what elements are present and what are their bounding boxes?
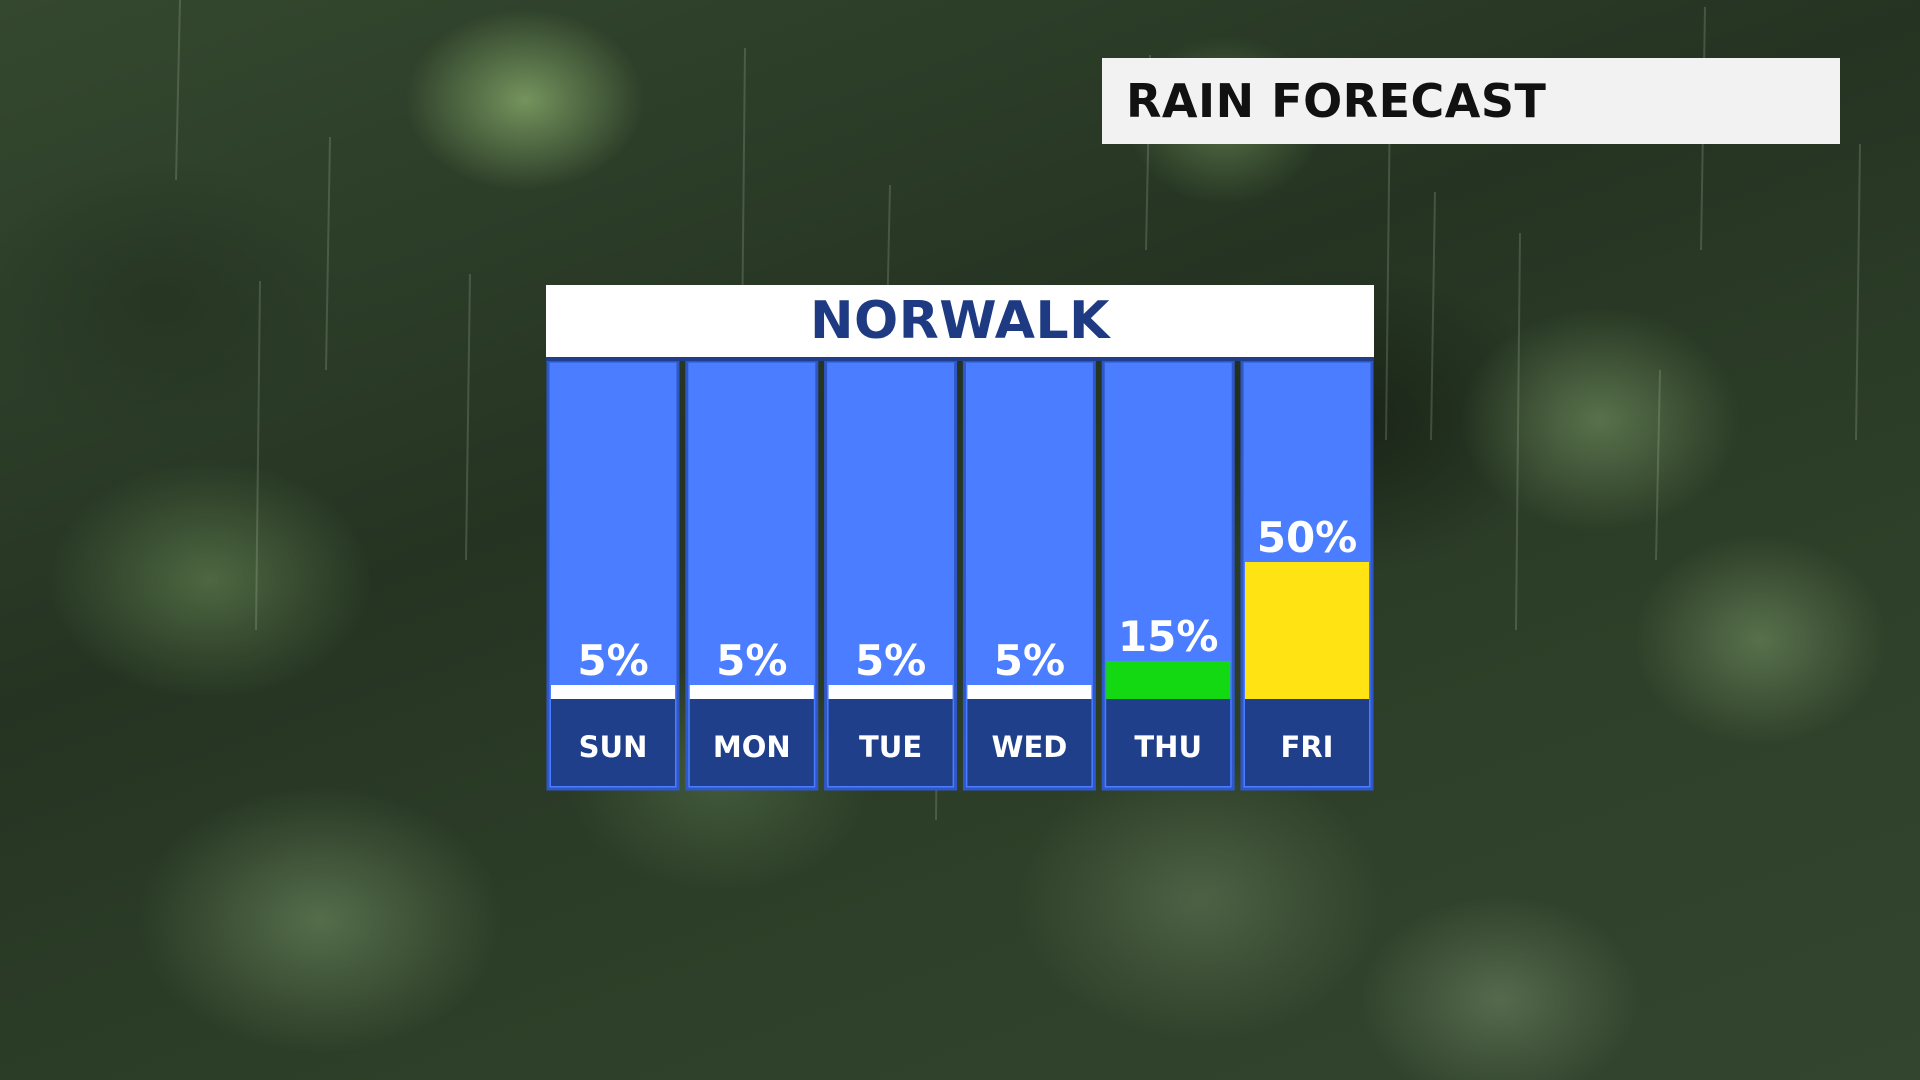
day-label-sun: SUN xyxy=(579,730,648,764)
bar-mon xyxy=(689,685,814,699)
rain-streak xyxy=(1385,95,1391,441)
rain-forecast-title: RAIN FORECAST xyxy=(1126,74,1547,128)
value-label-thu: 15% xyxy=(1118,612,1219,661)
bar-wed xyxy=(967,685,1092,699)
rain-streak xyxy=(1515,232,1521,631)
bar-fri xyxy=(1245,562,1369,699)
day-label-fri: FRI xyxy=(1281,730,1334,764)
value-label-sun: 5% xyxy=(577,636,648,685)
day-label-tue: TUE xyxy=(859,730,922,764)
forecast-panel: NORWALK 5% SUN 5% MON 5% TUE 5% WED 15% THU 50% FRI xyxy=(546,285,1374,793)
value-label-tue: 5% xyxy=(855,636,926,685)
rain-streak xyxy=(325,136,331,371)
day-label-mon: MON xyxy=(713,730,791,764)
bar-sun xyxy=(551,685,675,699)
day-label-bg-fri xyxy=(1245,699,1369,786)
rain-streak xyxy=(255,280,261,631)
rain-forecast-title-card: RAIN FORECAST xyxy=(1102,58,1840,144)
bar-tue xyxy=(828,685,953,699)
value-label-fri: 50% xyxy=(1257,513,1358,562)
day-label-bg-wed xyxy=(967,699,1092,786)
day-label-bg-tue xyxy=(828,699,953,786)
day-label-wed: WED xyxy=(991,730,1067,764)
header-divider xyxy=(546,357,1374,361)
day-label-bg-mon xyxy=(689,699,814,786)
rain-chance-bar-chart: 5% SUN 5% MON 5% TUE 5% WED 15% THU 50% FRI xyxy=(546,361,1374,791)
location-name: NORWALK xyxy=(810,291,1110,351)
rain-streak xyxy=(175,0,181,181)
rain-streak xyxy=(465,273,471,561)
day-label-bg-thu xyxy=(1106,699,1231,786)
rain-streak xyxy=(1855,143,1861,441)
value-label-mon: 5% xyxy=(716,636,787,685)
rain-streak xyxy=(1430,191,1436,441)
value-label-wed: 5% xyxy=(994,636,1065,685)
day-label-bg-sun xyxy=(551,699,675,786)
rain-streak xyxy=(1655,369,1661,561)
bar-thu xyxy=(1106,661,1231,699)
day-label-thu: THU xyxy=(1134,730,1202,764)
location-header: NORWALK xyxy=(546,285,1374,357)
